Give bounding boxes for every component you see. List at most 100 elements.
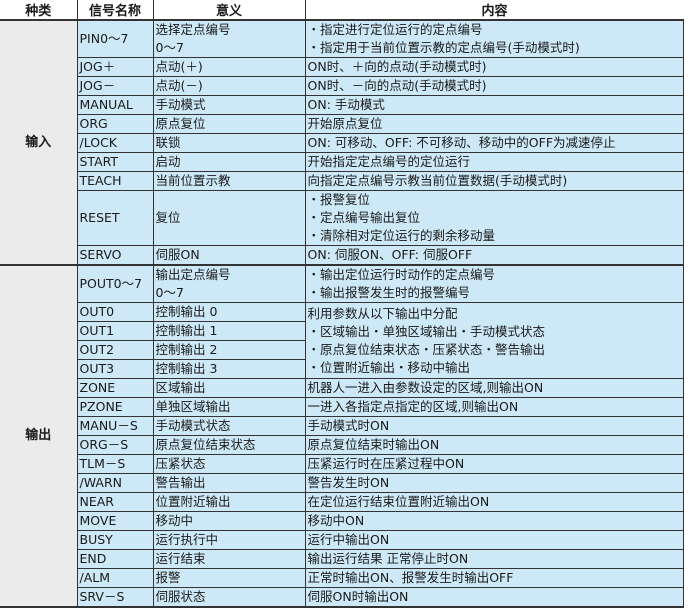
content-cell: 手动模式时ON [304, 416, 684, 436]
meaning-cell-line: 控制输出 1 [155, 323, 218, 338]
meaning-cell: 选择定点编号 0～7 [152, 19, 306, 58]
content-cell-line: ON: 伺服ON、OFF: 伺服OFF [307, 247, 473, 262]
meaning-cell-line: 单独区域输出 [155, 399, 231, 414]
meaning-cell: 伺服ON [152, 245, 306, 266]
meaning-cell: 输出定点编号 0～7 [152, 264, 306, 303]
content-cell: 原点复位结束时输出ON [304, 435, 684, 455]
signal-name-cell: START [76, 152, 154, 172]
content-cell: ・报警复位 ・定点编号输出复位 ・清除相对定位运行的剩余移动量 [304, 190, 684, 246]
meaning-cell-line: 移动中 [155, 513, 194, 528]
meaning-cell: 报警 [152, 568, 306, 588]
content-cell: 伺服ON时输出ON [304, 587, 684, 608]
meaning-cell-line: 选择定点编号 [155, 22, 231, 37]
signal-name-cell: OUT0 [76, 302, 154, 322]
header-category: 种类 [0, 0, 77, 21]
signal-name-cell: JOG＋ [76, 57, 154, 77]
signal-name-cell: OUT1 [76, 321, 154, 341]
header-meaning: 意义 [152, 0, 305, 21]
meaning-cell: 单独区域输出 [152, 397, 306, 417]
content-cell-line: ・报警复位 [307, 192, 371, 207]
content-cell-line: ON: 可移动、OFF: 不可移动、移动中的OFF为减速停止 [307, 135, 616, 150]
signal-name-cell: POUT0～7 [76, 264, 154, 303]
table-row: SRV－S 伺服状态 伺服ON时输出ON [0, 587, 684, 608]
table-row: 输入 PIN0～7 选择定点编号 0～7 ・指定进行定位运行的定点编号 ・指定用于当前位置… [0, 19, 684, 266]
content-cell-line: 输出运行结果 正常停止时ON [307, 551, 469, 566]
content-cell: ON: 可移动、OFF: 不可移动、移动中的OFF为减速停止 [304, 133, 684, 153]
meaning-cell-line: 区域输出 [155, 380, 206, 395]
signal-name-cell: /LOCK [76, 133, 154, 153]
signal-name-cell: PIN0～7 [76, 19, 154, 58]
meaning-cell: 原点复位 [152, 114, 306, 134]
table-row: MANU－S 手动模式状态 手动模式时ON [0, 416, 684, 436]
meaning-cell-line: 联锁 [155, 135, 181, 150]
table-row: OUT3 控制输出 3 [0, 359, 684, 379]
meaning-cell: 启动 [152, 152, 306, 172]
meaning-cell-line: 输出定点编号 [155, 267, 231, 282]
content-cell-line: ・输出报警发生时的报警编号 [307, 285, 471, 300]
table-row: ORG 原点复位 开始原点复位 [0, 114, 684, 134]
table-row: 输出 POUT0～7 输出定点编号 0～7 ・输出定位运行时动作的定点编号 ・输出报警发生… [0, 264, 684, 608]
meaning-cell: 控制输出 1 [152, 321, 306, 341]
category-cell: 输入 [0, 19, 78, 266]
signal-name-cell: OUT2 [76, 340, 154, 360]
signal-name-cell: TEACH [76, 171, 154, 191]
content-cell: ・指定进行定位运行的定点编号 ・指定用于当前位置示教的定点编号(手动模式时) [304, 19, 684, 58]
meaning-cell-line: 控制输出 3 [155, 361, 218, 376]
table-row: ZONE 区域输出 机器人一进入由参数设定的区域,则输出ON [0, 378, 684, 398]
meaning-cell: 警告输出 [152, 473, 306, 493]
meaning-cell: 点动(＋) [152, 57, 306, 77]
header-content: 内容 [304, 0, 684, 21]
meaning-cell: 运行执行中 [152, 530, 306, 550]
content-cell-line: ・指定进行定位运行的定点编号 [307, 22, 483, 37]
meaning-cell-line: 0～7 [155, 40, 184, 55]
content-cell: ON: 手动模式 [304, 95, 684, 115]
meaning-cell: 手动模式状态 [152, 416, 306, 436]
content-cell-line: 开始原点复位 [307, 116, 383, 131]
content-cell-line: 运行中输出ON [307, 532, 390, 547]
signal-name-cell: /ALM [76, 568, 154, 588]
content-cell: ON时、＋向的点动(手动模式时) [304, 57, 684, 77]
signal-name-cell: RESET [76, 190, 154, 246]
content-cell: 开始指定定点编号的定位运行 [304, 152, 684, 172]
content-cell-line: 机器人一进入由参数设定的区域,则输出ON [307, 380, 544, 395]
table-row: OUT0 控制输出 0 利用参数从以下输出中分配 ・区域输出・单独区域输出・手动模式状… [0, 302, 684, 379]
signal-name-cell: TLM－S [76, 454, 154, 474]
content-cell: ON: 伺服ON、OFF: 伺服OFF [304, 245, 684, 266]
meaning-cell-line: 警告输出 [155, 475, 206, 490]
meaning-cell: 控制输出 2 [152, 340, 306, 360]
table-row: PZONE 单独区域输出 一进入各指定点指定的区域,则输出ON [0, 397, 684, 417]
meaning-cell-line: 当前位置示教 [155, 173, 231, 188]
content-cell: 输出运行结果 正常停止时ON [304, 549, 684, 569]
content-cell: 一进入各指定点指定的区域,则输出ON [304, 397, 684, 417]
content-cell: 向指定定点编号示教当前位置数据(手动模式时) [304, 171, 684, 191]
signal-name-cell: SERVO [76, 245, 154, 266]
signal-name-cell: MOVE [76, 511, 154, 531]
table-row: JOG＋ 点动(＋) ON时、＋向的点动(手动模式时) [0, 57, 684, 77]
content-cell-line: 在定位运行结束位置附近输出ON [307, 494, 490, 509]
signal-name-cell: BUSY [76, 530, 154, 550]
meaning-cell-line: 复位 [155, 210, 181, 225]
header-signal: 信号名称 [76, 0, 153, 21]
content-cell-line: 伺服ON时输出ON [307, 589, 409, 604]
content-cell-line: 手动模式时ON [307, 418, 390, 433]
content-cell-line: 利用参数从以下输出中分配 [307, 305, 458, 321]
table-row: ORG－S 原点复位结束状态 原点复位结束时输出ON [0, 435, 684, 455]
table-row: START 启动 开始指定定点编号的定位运行 [0, 152, 684, 172]
signal-name-cell: MANU－S [76, 416, 154, 436]
header-row: 种类 信号名称 意义 内容 [0, 0, 684, 21]
signal-name-cell: SRV－S [76, 587, 154, 608]
meaning-cell: 区域输出 [152, 378, 306, 398]
content-cell: 机器人一进入由参数设定的区域,则输出ON [304, 378, 684, 398]
signal-name-cell: PZONE [76, 397, 154, 417]
meaning-cell-line: 原点复位结束状态 [155, 437, 256, 452]
table-row: BUSY 运行执行中 运行中输出ON [0, 530, 684, 550]
signal-name-cell: ORG [76, 114, 154, 134]
content-cell: ON时、－向的点动(手动模式时) [304, 76, 684, 96]
meaning-cell-line: 伺服ON [155, 247, 200, 262]
meaning-cell-line: 运行结束 [155, 551, 206, 566]
meaning-cell-line: 启动 [155, 154, 181, 169]
meaning-cell-line: 控制输出 2 [155, 342, 218, 357]
meaning-cell-line: 压紧状态 [155, 456, 206, 471]
content-cell-line: 正常时输出ON、报警发生时输出OFF [307, 570, 514, 585]
